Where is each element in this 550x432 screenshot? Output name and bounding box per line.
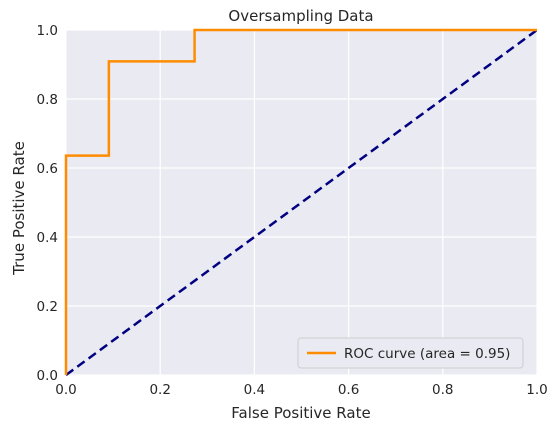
x-tick-label: 0.6 [338,382,359,398]
x-tick-label: 0.4 [244,382,265,398]
legend-label-roc: ROC curve (area = 0.95) [344,346,510,362]
y-tick-label: 1.0 [37,23,58,39]
y-tick-label: 0.6 [37,161,58,177]
plot-area [66,30,537,375]
x-tick-label: 0.8 [432,382,453,398]
y-tick-label: 0.2 [37,299,58,315]
x-tick-label: 1.0 [526,382,547,398]
y-axis-label: True Positive Rate [10,141,28,276]
tick-labels: 0.0 0.2 0.4 0.6 0.8 1.0 0.0 0.2 0.4 0.6 0.8 1.0 [37,23,548,398]
y-tick-label: 0.8 [37,92,58,108]
roc-curve-line [64,28,537,375]
x-axis-label: False Positive Rate [231,404,370,422]
y-tick-label: 0.0 [37,368,58,384]
x-tick-label: 0.2 [149,382,170,398]
legend: ROC curve (area = 0.95) [297,337,524,369]
chart-title: Oversampling Data [228,7,373,25]
legend-box [297,337,524,369]
series-layer [64,28,538,377]
y-tick-label: 0.4 [37,230,58,246]
x-tick-label: 0.0 [55,382,76,398]
grid-lines [65,29,538,376]
